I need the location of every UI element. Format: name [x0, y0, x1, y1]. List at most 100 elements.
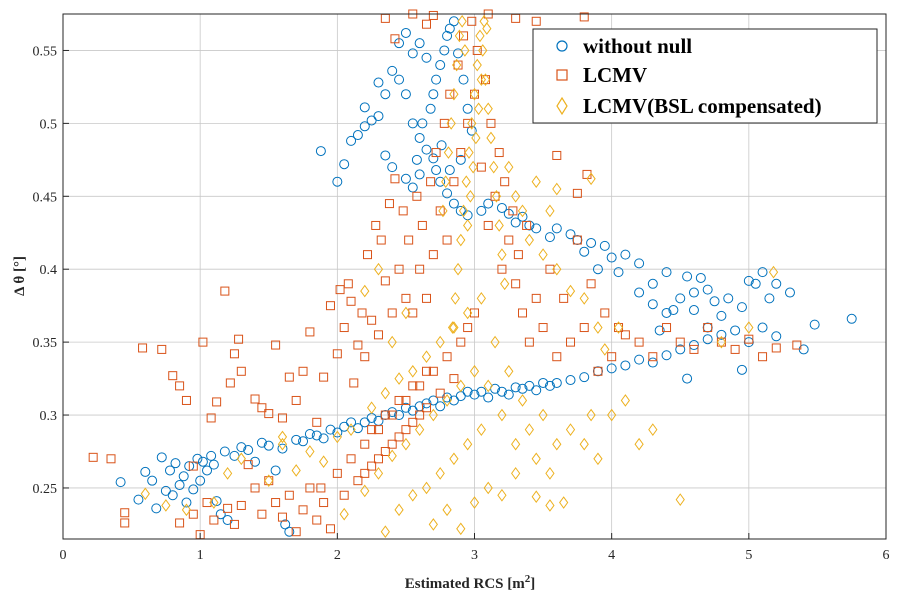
data-point [494, 219, 504, 232]
y-tick-label: 0.4 [40, 263, 58, 278]
data-point [463, 323, 473, 333]
data-point [156, 452, 167, 463]
data-point [387, 410, 397, 420]
data-point [394, 372, 404, 385]
y-tick-label: 0.45 [33, 190, 58, 205]
data-point [771, 331, 782, 342]
data-point [284, 372, 294, 382]
data-point [758, 352, 768, 362]
data-point [181, 395, 191, 405]
data-point [373, 467, 384, 480]
data-point [456, 337, 466, 347]
data-point [312, 515, 322, 525]
data-point [414, 38, 425, 49]
data-point [219, 446, 230, 457]
data-point [703, 323, 713, 333]
data-point [387, 162, 398, 173]
data-point [346, 423, 356, 436]
y-tick-label: 0.5 [40, 117, 58, 132]
data-point [467, 117, 477, 130]
data-point [452, 58, 462, 72]
data-point [339, 507, 349, 521]
data-point [566, 337, 576, 347]
data-point [325, 301, 335, 311]
data-point [257, 509, 267, 519]
data-point [579, 372, 590, 383]
x-tick-label: 0 [60, 548, 67, 563]
data-point [709, 296, 720, 307]
data-point [510, 217, 521, 228]
data-point [435, 388, 445, 398]
data-point [435, 60, 446, 71]
data-point [408, 381, 418, 391]
data-point [448, 198, 459, 209]
data-point [531, 385, 542, 396]
data-point [352, 130, 363, 141]
data-point [161, 499, 171, 512]
data-point [401, 293, 411, 303]
data-point [373, 262, 384, 276]
data-point [476, 386, 487, 397]
data-point [551, 223, 562, 234]
data-point [175, 381, 185, 391]
data-point [346, 135, 357, 146]
data-point [456, 233, 466, 247]
data-point [607, 408, 617, 422]
data-point [411, 154, 422, 165]
data-point [167, 490, 178, 501]
data-point [387, 335, 397, 349]
data-point [524, 337, 534, 347]
data-point [425, 103, 436, 114]
data-point [407, 118, 418, 129]
x-tick-label: 1 [197, 548, 204, 563]
data-point [675, 293, 686, 304]
data-point [538, 248, 548, 261]
data-point [256, 437, 267, 448]
data-point [353, 340, 363, 350]
data-point [508, 206, 518, 216]
data-point [346, 296, 356, 306]
data-point [133, 494, 144, 505]
data-point [476, 73, 486, 86]
data-point [846, 313, 857, 324]
y-tick-label: 0.55 [33, 44, 58, 59]
data-point [654, 325, 665, 336]
data-point [586, 279, 596, 289]
data-point [220, 286, 230, 296]
data-point [181, 497, 192, 508]
data-point [620, 249, 631, 260]
data-point [538, 323, 548, 333]
data-point [483, 102, 493, 116]
data-points [88, 9, 857, 540]
data-point [222, 467, 233, 480]
data-point [634, 258, 645, 269]
data-point [491, 189, 502, 203]
data-point [552, 182, 562, 196]
data-point [538, 408, 548, 422]
data-point [513, 250, 523, 260]
data-point [504, 364, 514, 378]
data-point [408, 488, 418, 502]
data-point [316, 483, 326, 493]
data-point [647, 357, 658, 368]
data-point [483, 220, 493, 230]
x-tick-label: 3 [471, 548, 478, 563]
data-point [373, 330, 383, 340]
data-point [168, 371, 178, 381]
data-point [339, 323, 349, 333]
data-point [449, 87, 459, 101]
data-point [511, 467, 521, 480]
data-point [497, 488, 507, 502]
data-point [115, 477, 126, 488]
data-point [648, 352, 658, 362]
data-point [298, 505, 308, 515]
data-point [401, 306, 411, 320]
data-point [565, 423, 576, 436]
data-point [387, 439, 397, 449]
data-point [291, 527, 301, 537]
data-point [373, 77, 384, 88]
data-point [435, 335, 445, 349]
data-point [415, 410, 425, 420]
data-point [497, 264, 507, 274]
data-point [552, 437, 562, 451]
